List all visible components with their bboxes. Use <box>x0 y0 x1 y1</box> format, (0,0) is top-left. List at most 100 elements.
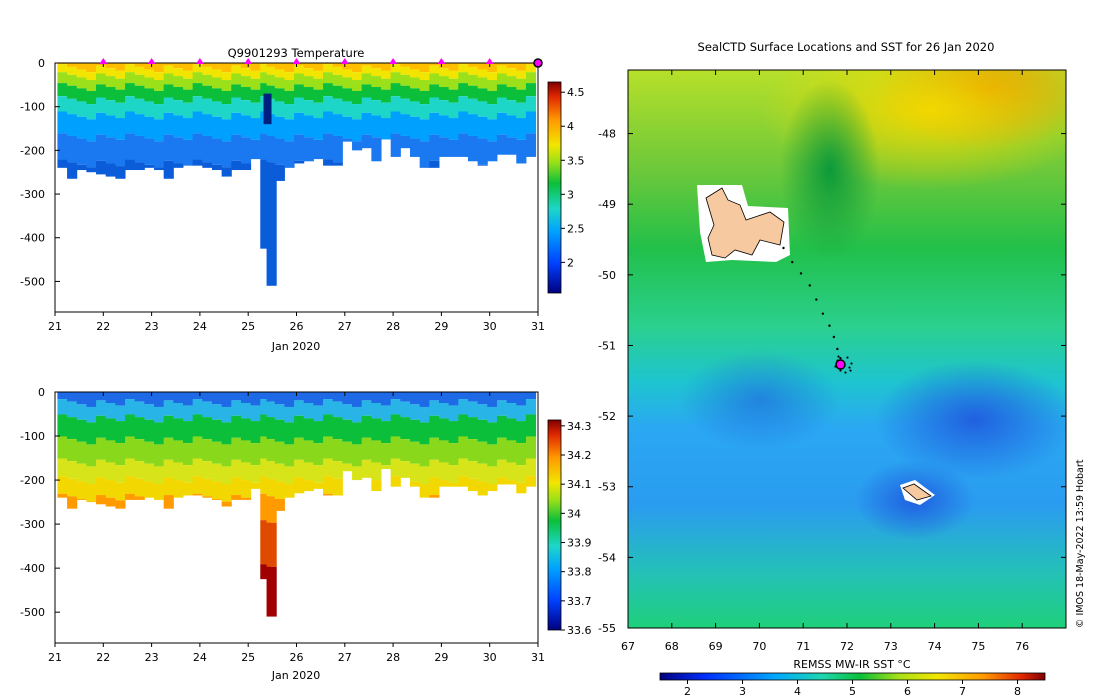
x-tick-label: 26 <box>290 320 304 333</box>
profile-band <box>294 134 305 161</box>
profile-column <box>202 63 213 168</box>
profile-band <box>260 520 271 565</box>
x-tick-label: 25 <box>241 651 255 664</box>
profile-band <box>323 64 334 73</box>
profile-band <box>96 495 107 505</box>
profile-band <box>390 111 401 134</box>
profile-column <box>260 392 271 580</box>
profile-band <box>105 403 116 419</box>
profile-band <box>323 159 334 166</box>
profile-band <box>163 400 174 416</box>
profile-band <box>477 392 488 405</box>
profile-band <box>400 63 411 67</box>
sst-colorbar-ticks: 2 3 4 5 6 7 8 <box>684 680 1021 698</box>
profile-band <box>260 133 271 160</box>
profile-band <box>260 392 271 400</box>
profile-band <box>192 133 203 160</box>
x-tick-label: 26 <box>290 651 304 664</box>
credit-text: © IMOS 18-May-2022 13:59 Hobart <box>1075 459 1086 628</box>
profile-band <box>221 422 232 445</box>
profile-column <box>57 392 68 498</box>
profile-band <box>154 63 165 73</box>
profile-band <box>429 437 440 460</box>
profile-column <box>144 63 155 168</box>
profile-band <box>371 115 382 138</box>
track-point <box>839 369 842 372</box>
profile-column <box>86 392 97 503</box>
profile-band <box>516 63 527 71</box>
profile-band <box>516 392 527 406</box>
profile-band <box>231 437 242 460</box>
profile-band <box>352 141 363 151</box>
profile-band <box>115 421 126 444</box>
profile-band <box>240 115 252 138</box>
profile-band <box>260 476 271 494</box>
profile-band <box>371 462 382 481</box>
profile-band <box>458 96 469 112</box>
profile-band <box>361 400 372 416</box>
profile-column <box>525 63 537 157</box>
profile-band <box>240 137 252 164</box>
profile-band <box>525 83 537 97</box>
profile-band <box>419 466 430 485</box>
profile-band <box>211 419 223 442</box>
profile-band <box>419 141 430 168</box>
profile-column <box>448 392 459 487</box>
profile-band <box>105 63 116 69</box>
profile-band <box>96 97 107 113</box>
profile-band <box>467 392 479 402</box>
profile-band <box>323 493 334 496</box>
x-tick-label: 27 <box>338 320 352 333</box>
profile-band <box>294 160 305 164</box>
x-tick-label: 21 <box>48 651 62 664</box>
profile-band <box>458 72 469 84</box>
profile-band <box>221 444 232 467</box>
profile-band <box>410 116 421 139</box>
profile-band <box>429 415 440 438</box>
profile-band <box>400 461 411 478</box>
profile-band <box>163 97 174 113</box>
profile-band <box>487 72 498 81</box>
profile-band <box>86 444 97 467</box>
sst-tick-label: 7 <box>959 685 966 698</box>
profile-band <box>477 88 488 102</box>
profile-column <box>352 392 363 481</box>
profile-band <box>250 63 261 71</box>
profile-band <box>274 138 285 165</box>
profile-band <box>429 112 440 135</box>
sst-colorbar <box>659 672 1046 681</box>
profile-column <box>458 63 469 157</box>
profile-band <box>260 414 271 437</box>
y-tick-label: -400 <box>20 232 45 245</box>
profile-band <box>266 401 277 418</box>
profile-band <box>323 72 334 84</box>
track-point <box>849 369 852 372</box>
profile-band <box>342 463 353 472</box>
profile-band <box>352 444 363 467</box>
profile-band <box>332 417 343 440</box>
profile-band <box>410 463 421 482</box>
profile-column <box>496 63 508 155</box>
profile-column <box>381 392 392 470</box>
profile-column <box>352 63 363 151</box>
profile-band <box>429 65 440 74</box>
profile-column <box>76 392 87 500</box>
profile-band <box>274 441 285 464</box>
profile-band <box>438 87 450 101</box>
profile-band <box>525 96 537 112</box>
profile-band <box>211 441 223 464</box>
profile-band <box>458 399 469 415</box>
profile-band <box>134 439 145 462</box>
profile-band <box>250 421 261 444</box>
x-tick-label: 29 <box>434 320 448 333</box>
profile-band <box>240 462 252 481</box>
profile-band <box>134 478 145 497</box>
profile-band <box>381 443 392 466</box>
profile-band <box>506 100 517 116</box>
cold-core <box>263 93 272 125</box>
profile-band <box>381 421 392 444</box>
cool-tongue <box>780 80 880 260</box>
profile-band <box>115 166 126 179</box>
profile-band <box>438 76 450 88</box>
profile-band <box>154 406 165 423</box>
